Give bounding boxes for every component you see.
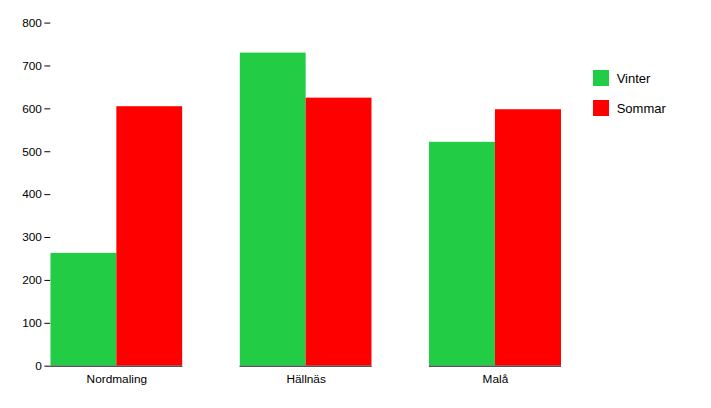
svg-text:Malå: Malå xyxy=(483,372,509,386)
html-text:Sommar: Sommar xyxy=(616,100,666,116)
svg-text:Hällnäs: Hällnäs xyxy=(286,372,326,386)
svg-text:600: 600 xyxy=(22,102,42,116)
svg-text:100: 100 xyxy=(22,316,42,330)
svg-text:400: 400 xyxy=(22,187,42,201)
svg-text:700: 700 xyxy=(22,59,42,73)
html-text:Vinter: Vinter xyxy=(616,70,651,86)
svg-text:500: 500 xyxy=(22,145,42,159)
svg-text:200: 200 xyxy=(22,273,42,287)
svg-text:Nordmaling: Nordmaling xyxy=(87,372,147,386)
svg-text:300: 300 xyxy=(22,230,42,244)
svg-text:800: 800 xyxy=(22,16,42,30)
svg-text:0: 0 xyxy=(35,359,42,373)
